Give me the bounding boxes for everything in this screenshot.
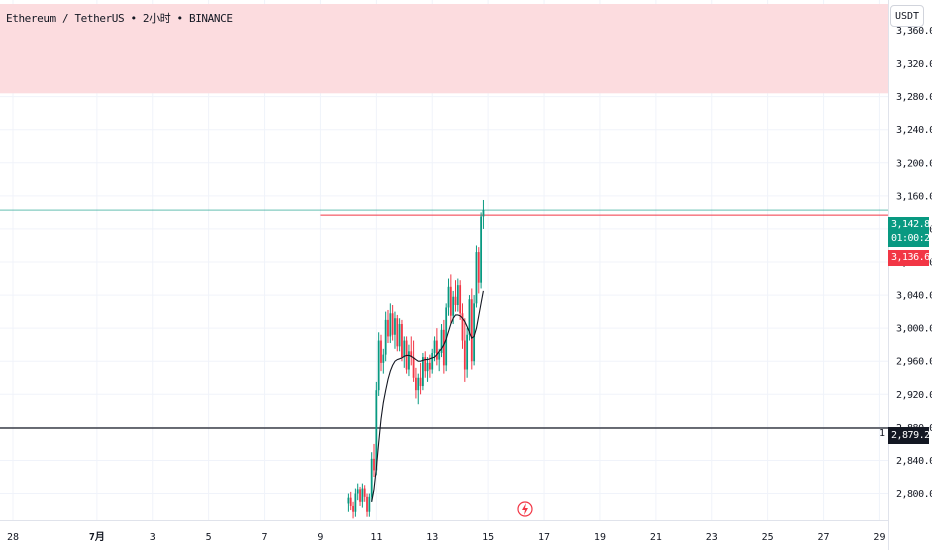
price-tick-label: 2,960.00	[896, 357, 932, 368]
candle-body	[370, 458, 373, 497]
candle-body	[431, 352, 434, 370]
time-tick-label: 3	[150, 532, 156, 543]
candle-body	[377, 340, 380, 391]
candle-body	[354, 493, 357, 512]
time-tick-label: 11	[370, 532, 382, 543]
candle-body	[473, 303, 476, 362]
time-tick-label: 7月	[89, 531, 105, 543]
bar-countdown: 01:00:25	[891, 233, 932, 244]
candle-body	[375, 390, 378, 471]
candle-body	[366, 496, 368, 512]
candle-body	[347, 497, 350, 504]
time-tick-label: 21	[650, 532, 662, 543]
moving-average-line	[371, 290, 484, 502]
level-line-label: 1	[879, 428, 886, 439]
candle-body	[426, 362, 429, 372]
candle-body	[387, 319, 389, 337]
red-line-price-tag: 3,136.69	[888, 250, 932, 266]
candle-body	[435, 340, 438, 360]
candle-body	[356, 489, 359, 494]
price-tick-label: 2,840.00	[896, 456, 932, 467]
candle-body	[419, 377, 422, 387]
last-price-value: 3,142.83	[891, 219, 932, 230]
candle-body	[461, 313, 464, 341]
candle-body	[415, 377, 417, 391]
candle-body	[477, 252, 480, 283]
time-tick-label: 5	[206, 532, 212, 543]
candle-body	[442, 329, 445, 366]
candle-body	[463, 340, 466, 370]
candle-body	[401, 324, 403, 358]
level-line-price-tag: 2,879.22	[888, 427, 932, 444]
candle-body	[422, 357, 424, 387]
candle-body	[384, 319, 387, 355]
time-tick-label: 7	[262, 532, 268, 543]
chart-title: Ethereum / TetherUS • 2小时 • BINANCE	[6, 12, 233, 25]
candle-body	[468, 299, 471, 335]
last-price-tag: 3,142.83 01:00:25	[888, 217, 932, 247]
time-tick-label: 23	[706, 532, 718, 543]
candle-body	[470, 299, 473, 362]
candle-body	[368, 496, 371, 512]
time-tick-label: 19	[594, 532, 606, 543]
price-tick-label: 3,160.00	[896, 191, 932, 202]
candle-body	[445, 307, 448, 366]
candle-body	[398, 324, 401, 347]
time-tick-label: 15	[482, 532, 494, 543]
price-tick-label: 3,000.00	[896, 324, 932, 335]
price-tick-label: 3,320.00	[896, 59, 932, 70]
candle-body	[349, 497, 352, 506]
candle-body	[380, 340, 382, 363]
candle-body	[424, 357, 427, 372]
candle-body	[373, 458, 375, 471]
price-tick-label: 3,280.00	[896, 92, 932, 103]
candle-body	[359, 489, 361, 502]
price-tick-label: 2,920.00	[896, 390, 932, 401]
candle-body	[396, 318, 399, 347]
candle-body	[480, 216, 483, 283]
price-tick-label: 3,360.00	[896, 26, 932, 37]
candle-body	[482, 210, 485, 217]
candle-body	[352, 505, 354, 512]
resistance-zone	[0, 4, 888, 94]
candle-body	[454, 296, 457, 305]
candle-body	[440, 329, 443, 353]
candle-body	[433, 340, 436, 353]
candle-body	[449, 286, 452, 316]
time-tick-label: 9	[317, 532, 323, 543]
candle-body	[447, 286, 450, 308]
candle-body	[382, 354, 385, 363]
lightning-bolt-icon[interactable]	[517, 501, 533, 517]
time-tick-label: 13	[426, 532, 438, 543]
candle-body	[459, 285, 462, 314]
candle-body	[456, 285, 459, 305]
time-tick-label: 27	[818, 532, 830, 543]
candle-body	[361, 488, 364, 502]
price-tick-label: 3,040.00	[896, 291, 932, 302]
price-tick-label: 2,800.00	[896, 489, 932, 500]
candle-body	[428, 362, 431, 370]
price-tick-label: 3,240.00	[896, 125, 932, 136]
candle-body	[410, 351, 413, 358]
candle-body	[417, 377, 420, 391]
price-tick-label: 3,200.00	[896, 158, 932, 169]
candle-body	[438, 352, 441, 360]
candle-body	[394, 318, 396, 335]
candle-body	[412, 357, 415, 378]
candle-body	[408, 351, 410, 370]
candle-body	[391, 313, 394, 335]
time-tick-label: 25	[762, 532, 774, 543]
time-tick-label: 28	[7, 532, 19, 543]
candle-body	[466, 334, 469, 370]
time-tick-label: 29	[873, 532, 885, 543]
time-tick-label: 17	[538, 532, 550, 543]
candle-body	[389, 313, 392, 337]
candle-body	[475, 252, 478, 304]
candle-body	[452, 296, 455, 316]
candle-body	[403, 340, 406, 358]
unit-selector[interactable]: USDT	[890, 5, 924, 27]
candle-body	[363, 488, 366, 497]
